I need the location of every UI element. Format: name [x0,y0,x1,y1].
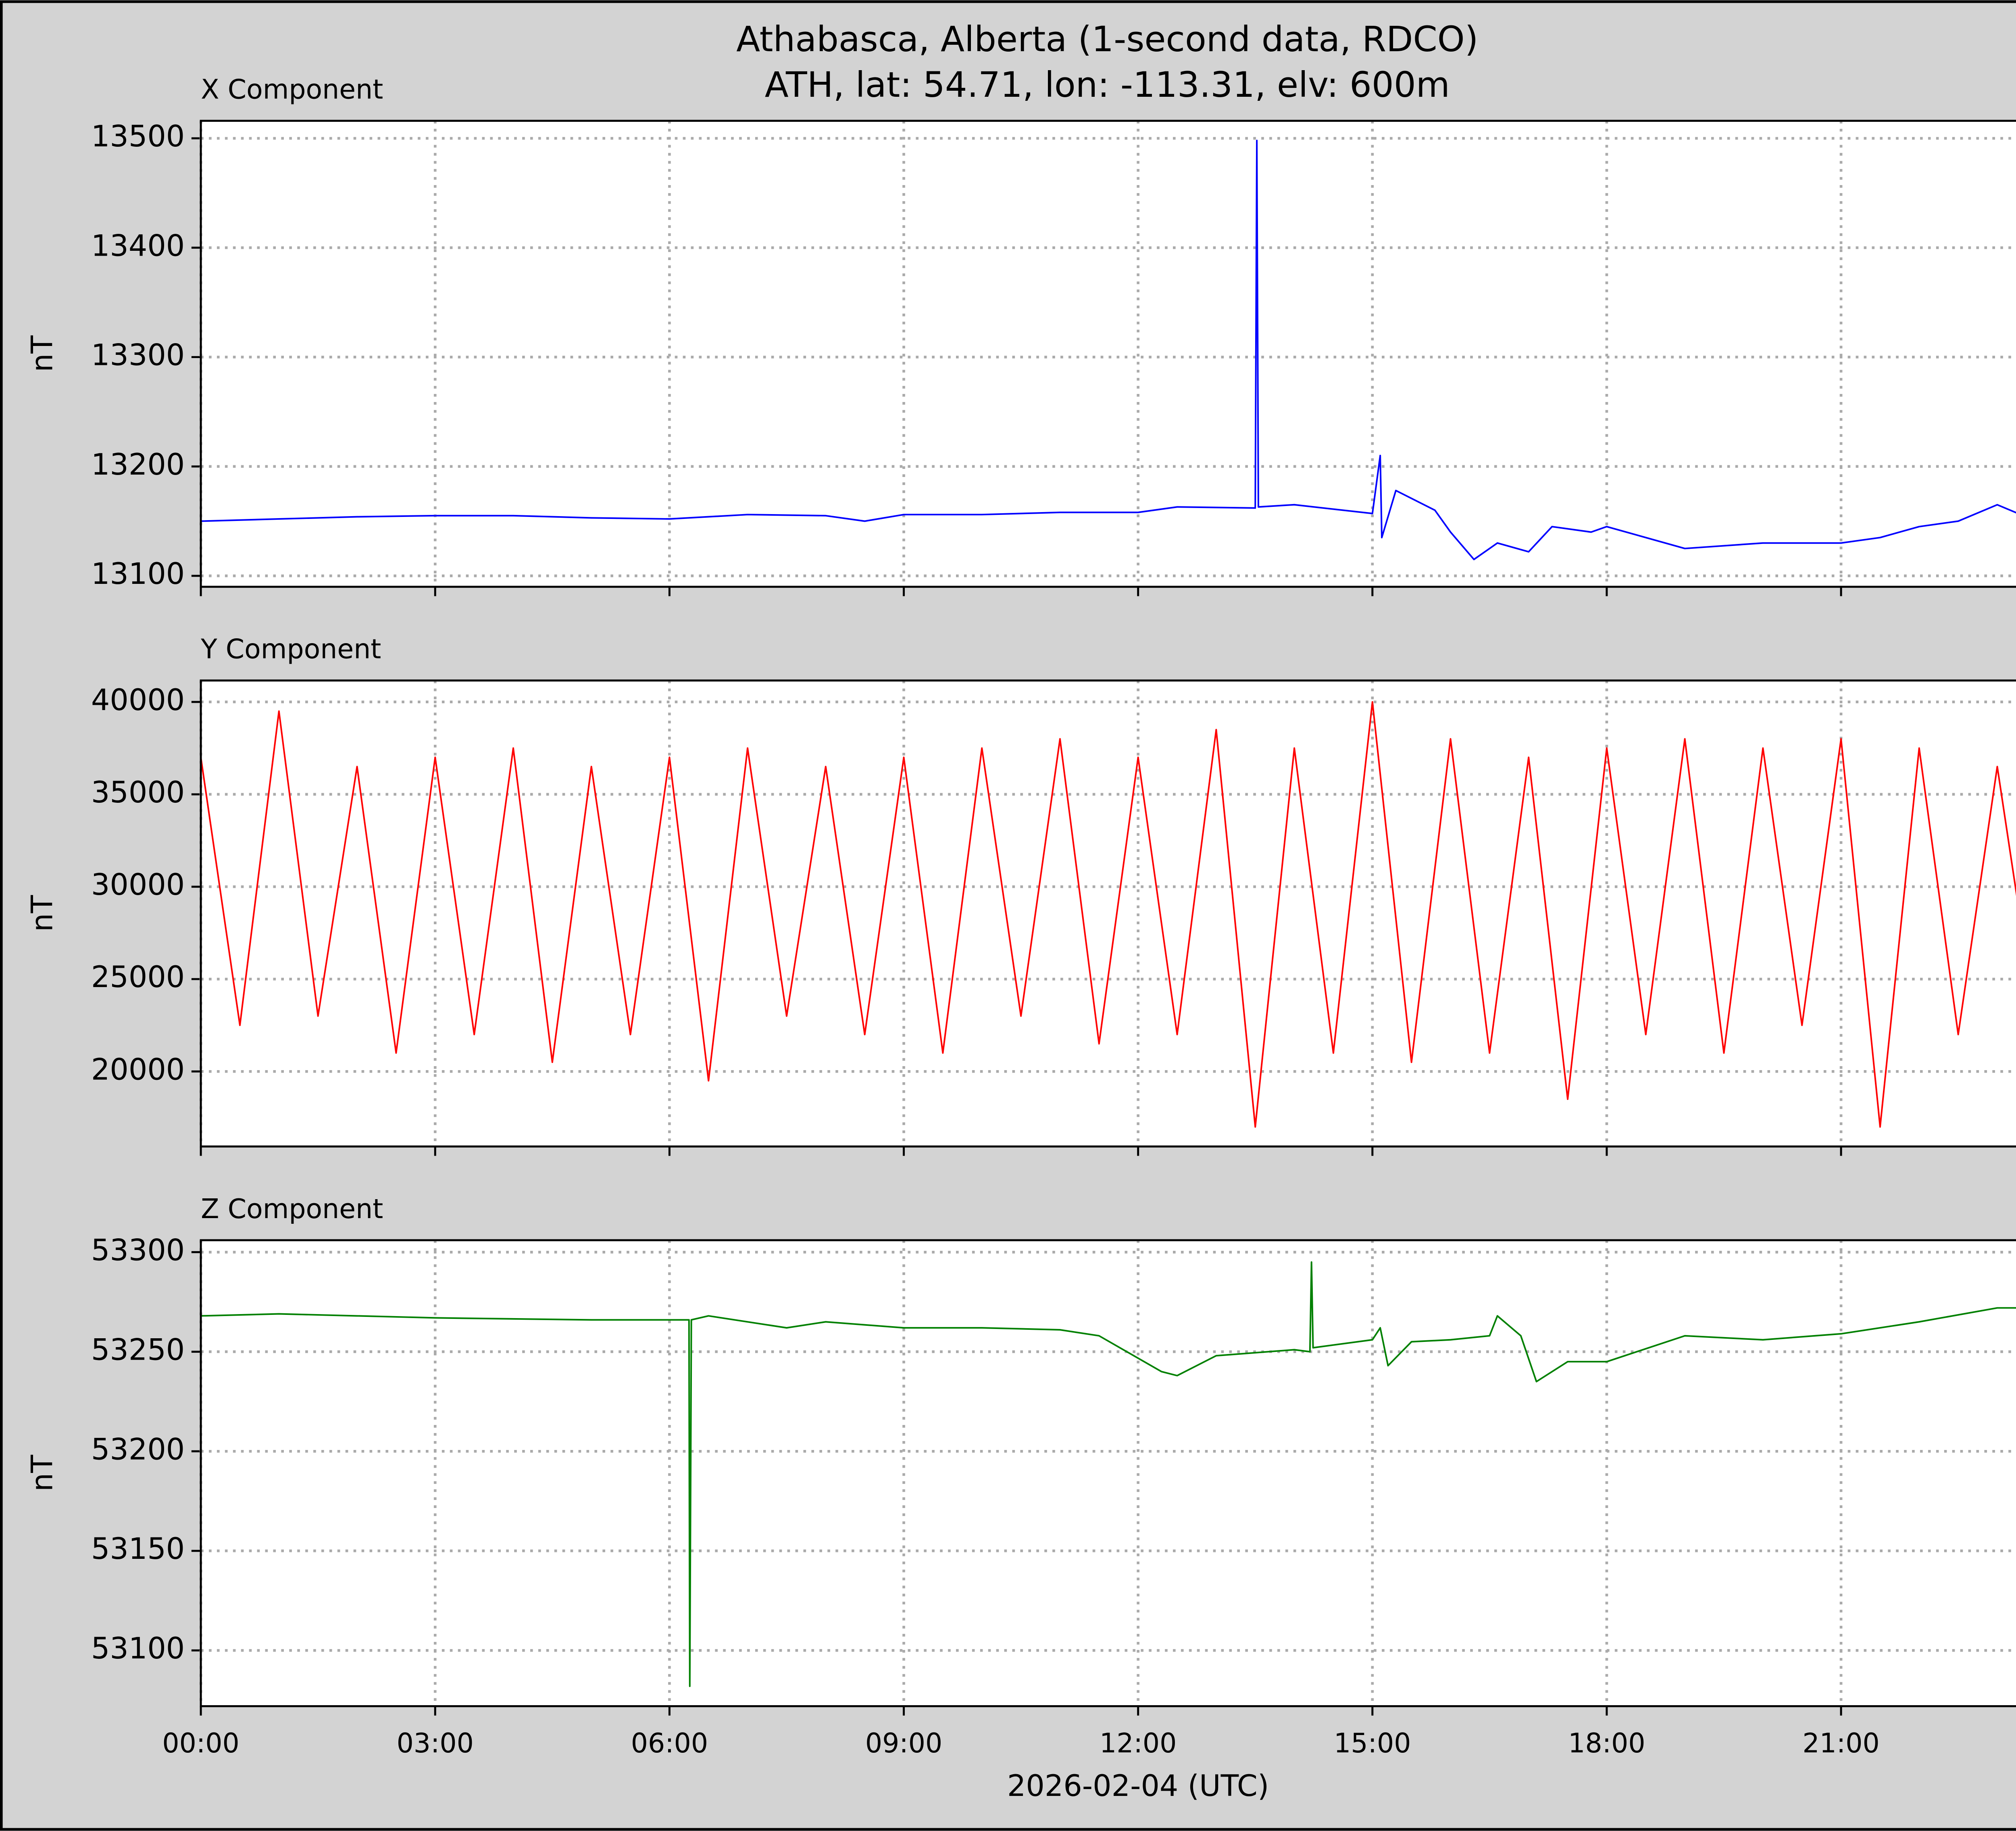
x-tick-label: 06:00 [631,1727,708,1759]
subplot-title: X Component [201,74,383,105]
data-line [201,1261,2016,1687]
x-tick-label: 00:00 [162,1727,239,1759]
data-line [201,140,2016,560]
x-tick-label: 03:00 [397,1727,474,1759]
y-tick-label: 53150 [91,1532,185,1566]
figure-title: Athabasca, Alberta (1-second data, RDCO) [736,19,1478,60]
x-tick-label: 09:00 [865,1727,942,1759]
y-axis-label: nT [25,335,60,372]
y-tick-label: 13500 [91,119,185,154]
y-tick-label: 13100 [91,557,185,591]
y-tick-label: 53300 [91,1233,185,1267]
plot-frame [200,120,2016,588]
y-tick-label: 40000 [91,683,185,717]
y-tick-label: 13300 [91,338,185,373]
plot-area [201,1240,2016,1706]
plot-area [201,121,2016,587]
figure-subtitle: ATH, lat: 54.71, lon: -113.31, elv: 600m [765,65,1450,105]
y-tick-label: 30000 [91,868,185,902]
y-tick-label: 53100 [91,1631,185,1666]
plot-area [201,680,2016,1147]
x-tick-label: 18:00 [1568,1727,1645,1759]
y-tick-label: 13400 [91,229,185,263]
y-tick-label: 13200 [91,448,185,482]
x-tick-label: 12:00 [1100,1727,1177,1759]
subplot-title: Z Component [201,1193,383,1225]
plot-frame [200,679,2016,1148]
y-axis-label: nT [25,1455,60,1491]
y-tick-label: 25000 [91,960,185,994]
data-line [201,701,2016,1128]
y-tick-label: 53250 [91,1333,185,1367]
y-tick-label: 35000 [91,775,185,810]
y-axis-label: nT [25,895,60,932]
y-tick-label: 20000 [91,1052,185,1087]
subplot-title: Y Component [200,633,381,665]
x-axis-label: 2026-02-04 (UTC) [1007,1769,1269,1803]
x-tick-label: 15:00 [1334,1727,1411,1759]
plot-frame [200,1239,2016,1707]
x-tick-label: 21:00 [1802,1727,1879,1759]
y-tick-label: 53200 [91,1432,185,1466]
